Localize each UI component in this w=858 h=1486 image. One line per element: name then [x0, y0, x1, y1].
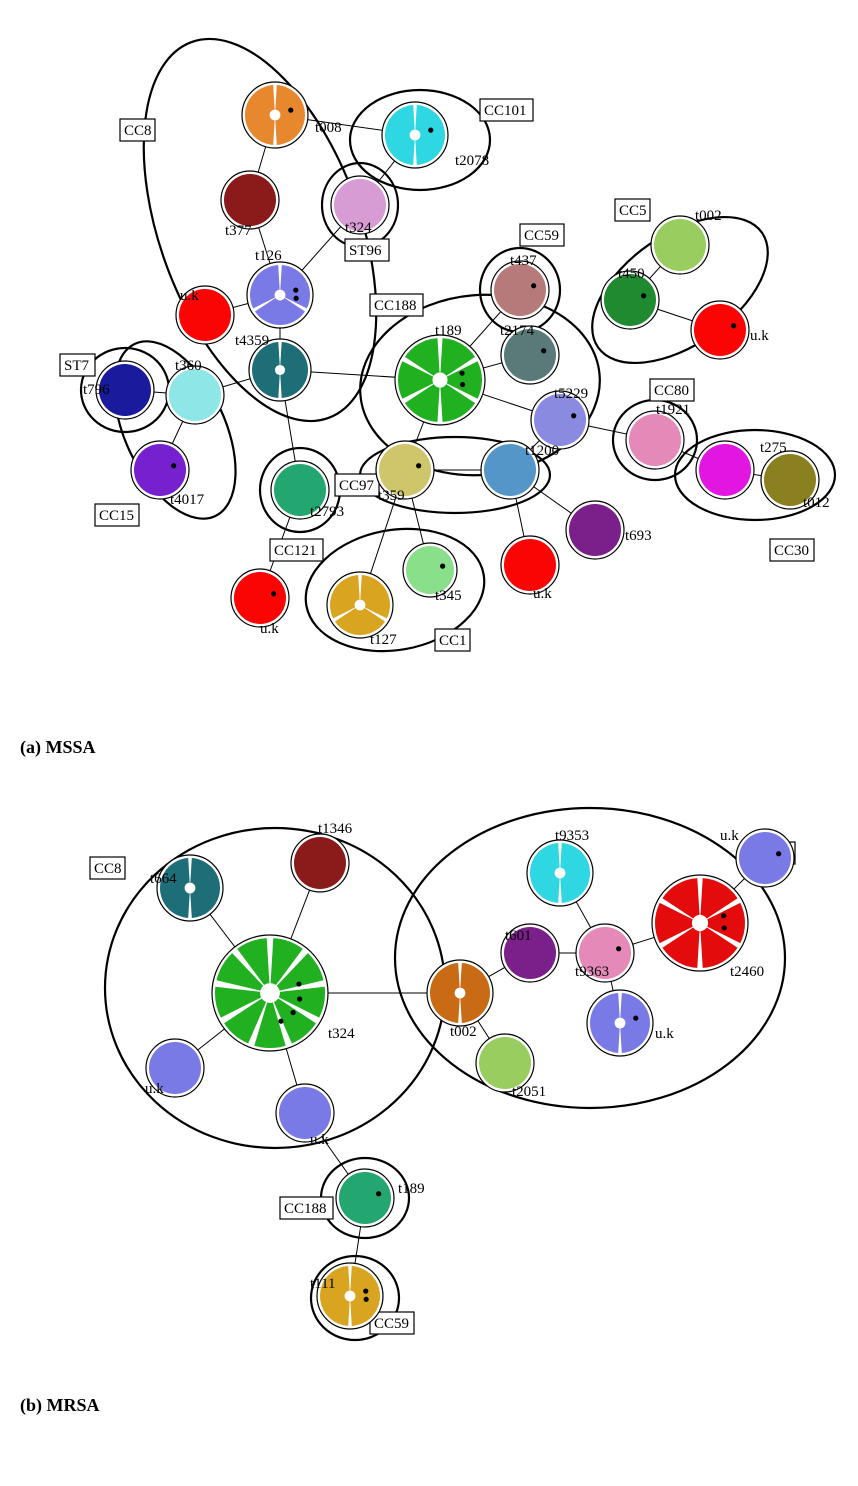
node-t1346	[291, 834, 349, 892]
node-t2078	[382, 102, 448, 168]
node-label: t324	[328, 1026, 355, 1042]
node-t360	[166, 366, 224, 424]
node-t9353	[527, 840, 593, 906]
node-label: t664	[150, 871, 177, 887]
node-label: t4359	[235, 333, 269, 349]
group-label: CC1	[439, 633, 467, 649]
node-label: t796	[83, 382, 110, 398]
node-label: u.k	[310, 1132, 329, 1148]
node-label: t127	[370, 632, 397, 648]
node-t189b	[336, 1169, 394, 1227]
node-label: t450	[618, 266, 645, 282]
node-label: t359	[378, 488, 405, 504]
node-label: t345	[435, 588, 462, 604]
node-ukb3	[587, 990, 653, 1056]
node-label: t2174	[500, 323, 535, 339]
node-label: t324	[345, 220, 372, 236]
group-label: CC59	[524, 228, 559, 244]
node-label: u.k	[260, 621, 279, 637]
mssa-network-diagram: CC8 CC101 ST96 CC59 CC5 ST7 CC15 CC121 CC188 CC97…	[0, 0, 858, 720]
node-uk_a4	[231, 569, 289, 627]
node-label: t9363	[575, 964, 609, 980]
node-t002	[651, 216, 709, 274]
node-t324	[212, 935, 328, 1051]
node-label: t2078	[455, 153, 489, 169]
group-label: CC188	[284, 1201, 327, 1217]
node-label: t601	[505, 928, 532, 944]
node-label: u.k	[145, 1081, 164, 1097]
node-label: u.k	[180, 288, 199, 304]
node-label: t9353	[555, 828, 589, 844]
node-label: u.k	[750, 328, 769, 344]
node-label: u.k	[720, 828, 739, 844]
node-label: t693	[625, 528, 652, 544]
node-t4017	[131, 441, 189, 499]
mrsa-network-diagram: CC8CC5CC188CC59t664t1346t324u.ku.kt189t1…	[0, 758, 858, 1378]
node-t002b	[427, 960, 493, 1026]
group-label: CC121	[274, 543, 317, 559]
node-label: t1921	[656, 402, 690, 418]
node-ukb4	[736, 829, 794, 887]
node-label: t002	[450, 1024, 477, 1040]
node-t126	[247, 262, 313, 328]
node-label: t126	[255, 248, 282, 264]
caption-b: (b) MRSA	[0, 1383, 858, 1416]
node-uk_a1	[691, 301, 749, 359]
group-label: CC59	[374, 1316, 409, 1332]
node-label: t008	[315, 120, 342, 136]
group-label: CC15	[99, 508, 134, 524]
node-label: t377	[225, 223, 252, 239]
group-label: CC8	[124, 123, 152, 139]
node-t693	[566, 501, 624, 559]
node-label: t1200	[525, 443, 559, 459]
node-label: t002	[695, 208, 722, 224]
group-label: CC101	[484, 103, 527, 119]
node-t437	[491, 261, 549, 319]
node-label: t189	[435, 323, 462, 339]
group-label: CC188	[374, 298, 417, 314]
node-t2460	[652, 875, 748, 971]
node-label: t4017	[170, 492, 205, 508]
node-label: u.k	[655, 1026, 674, 1042]
node-label: t1346	[318, 821, 353, 837]
group-label: CC5	[619, 203, 647, 219]
node-label: t2460	[730, 964, 764, 980]
node-label: t5229	[554, 386, 588, 402]
node-label: t2051	[512, 1084, 546, 1100]
node-t1921	[626, 411, 684, 469]
group-label: CC80	[654, 383, 689, 399]
node-label: t111	[310, 1276, 336, 1292]
node-t275	[696, 441, 754, 499]
node-t127	[327, 572, 393, 638]
group-label: ST96	[349, 243, 382, 259]
group-label: CC30	[774, 543, 809, 559]
node-t664	[157, 855, 223, 921]
node-label: t189	[398, 1181, 425, 1197]
node-label: t012	[803, 495, 830, 511]
node-label: u.k	[533, 586, 552, 602]
node-t111	[317, 1263, 383, 1329]
group-label: ST7	[64, 358, 90, 374]
caption-a: (a) MSSA	[0, 725, 858, 758]
node-t008	[242, 82, 308, 148]
node-label: t360	[175, 358, 202, 374]
node-t377	[221, 171, 279, 229]
node-label: t437	[510, 253, 537, 269]
group-label: CC8	[94, 861, 122, 877]
node-t189	[395, 335, 485, 425]
group-label: CC97	[339, 478, 375, 494]
node-label: t2793	[310, 504, 344, 520]
